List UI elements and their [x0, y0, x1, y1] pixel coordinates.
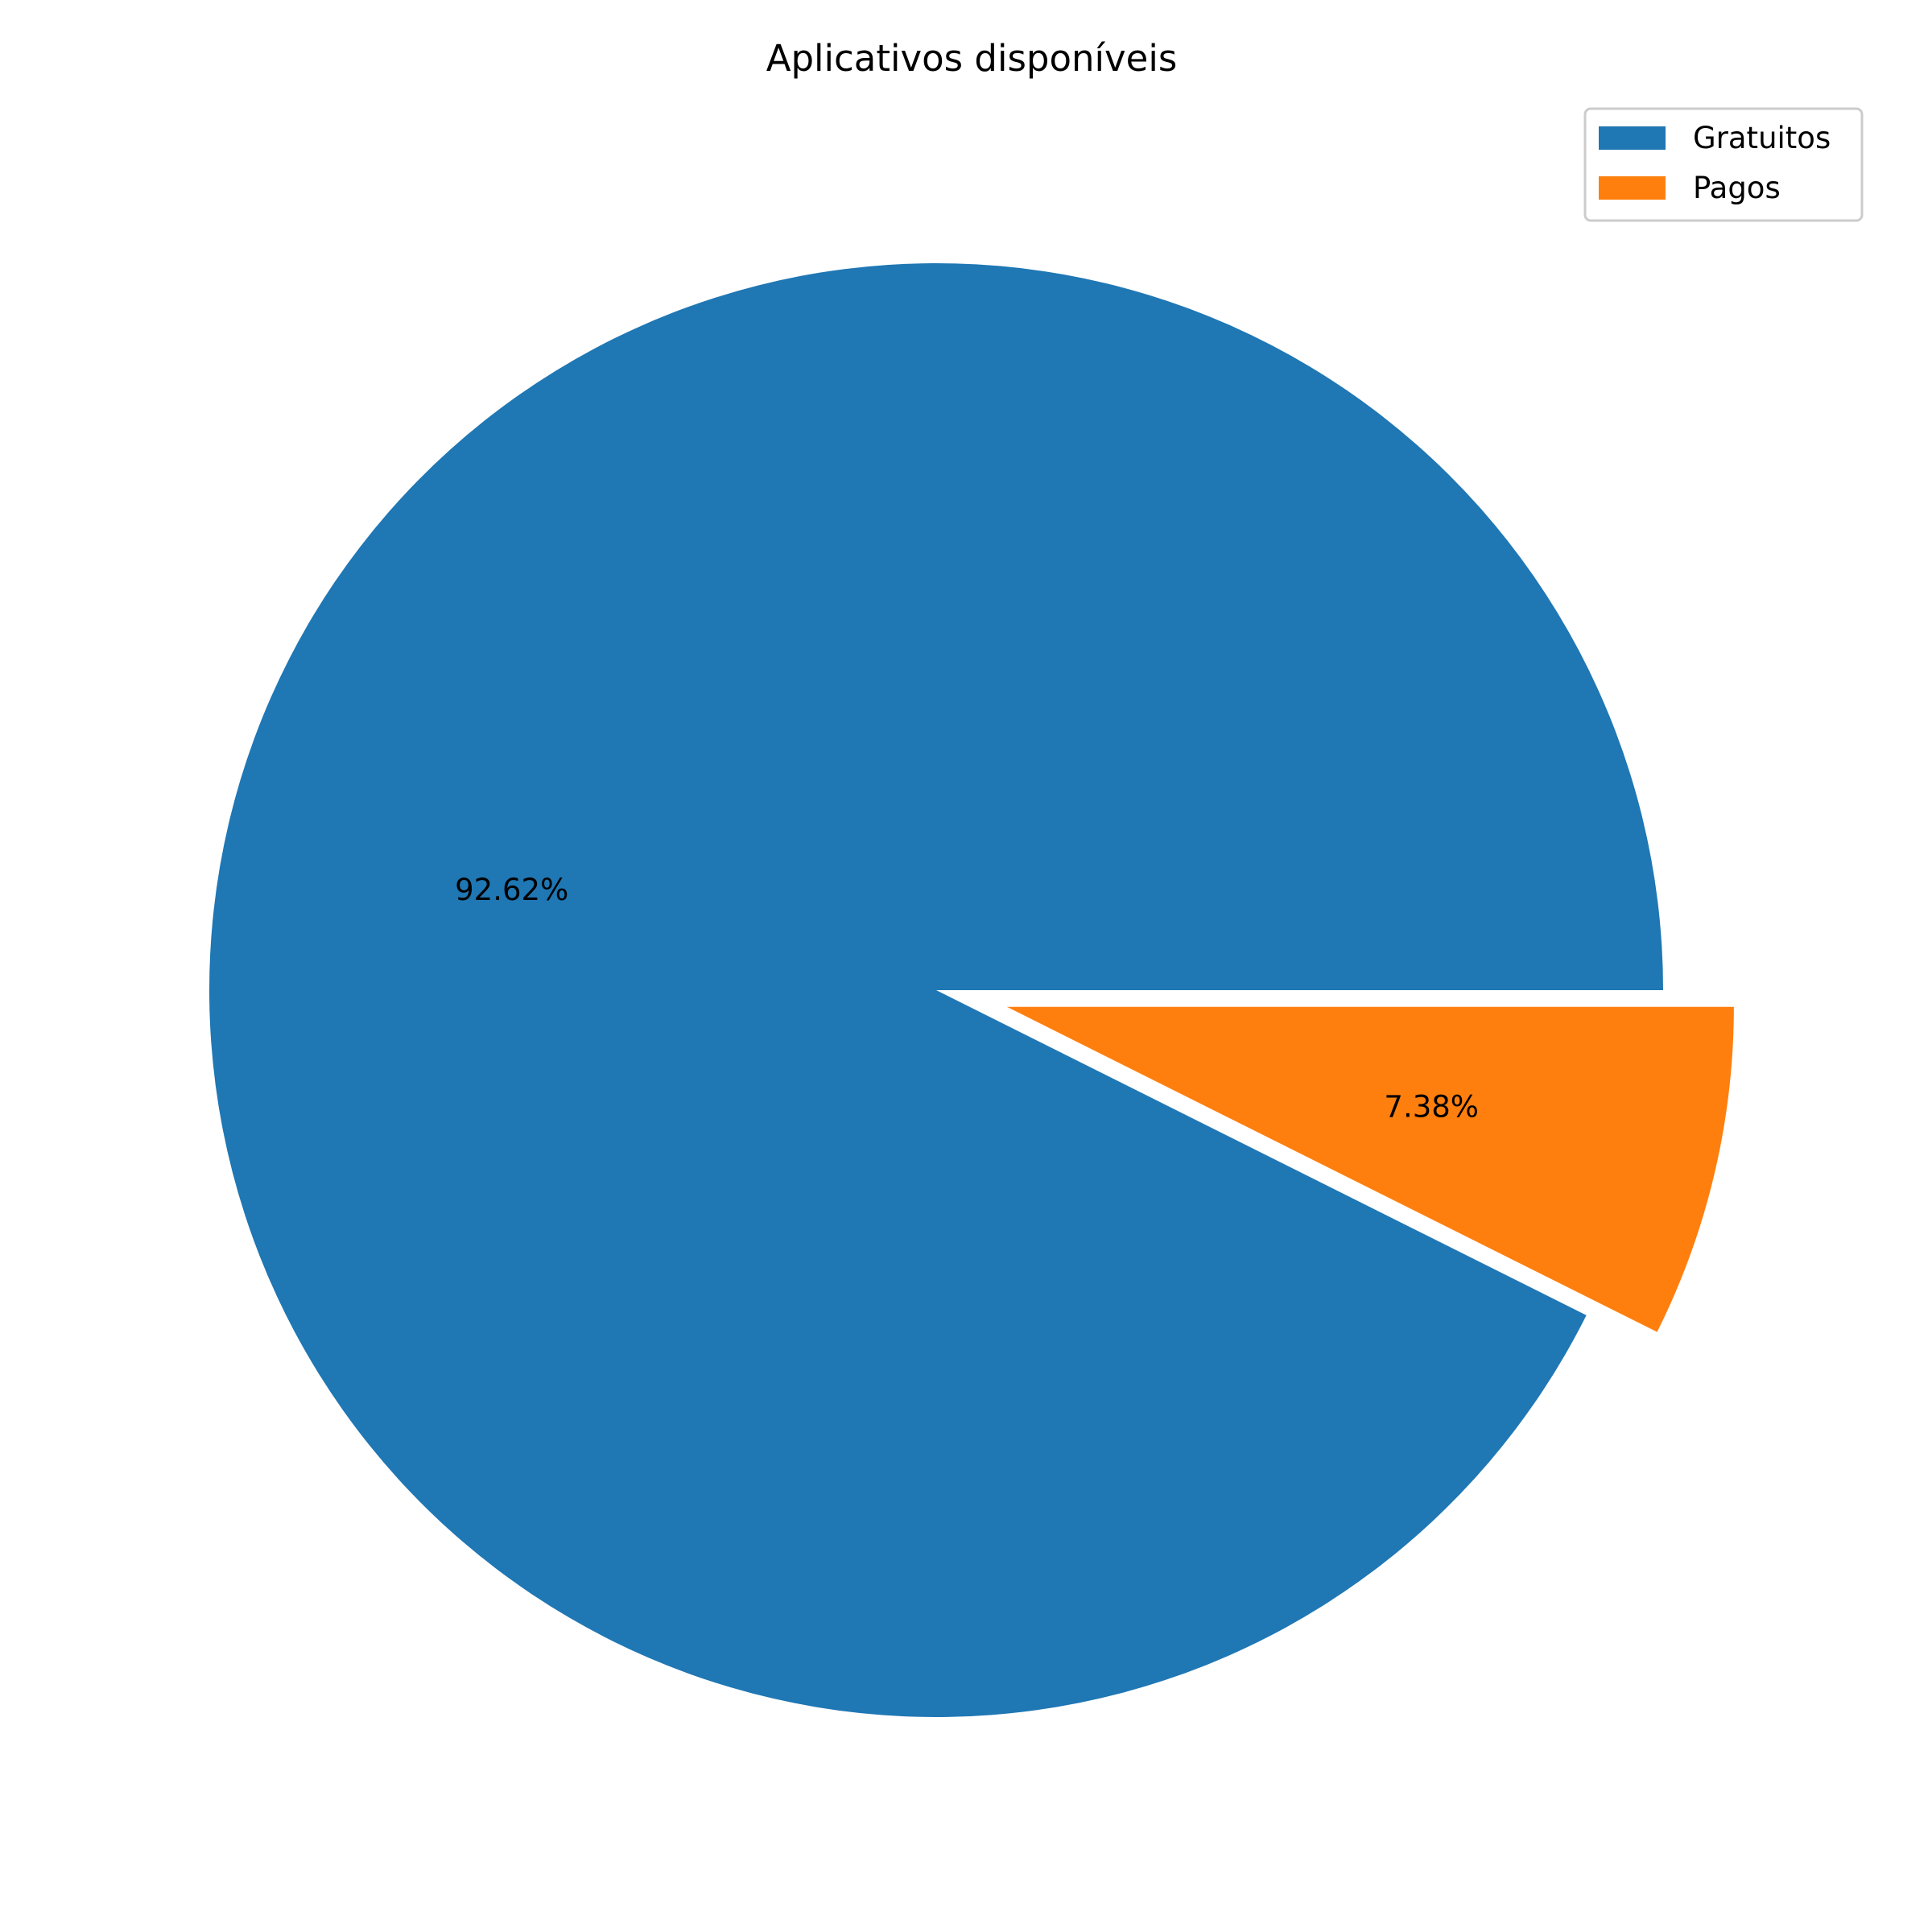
pie-slice-gratuitos: [209, 263, 1663, 1718]
legend-swatch-gratuitos: [1599, 126, 1666, 150]
legend-swatch-pagos: [1599, 176, 1666, 200]
slice-value-label-gratuitos: 92.62%: [455, 873, 568, 907]
pie-slice-labels: 92.62% 7.38%: [455, 873, 1479, 1125]
slice-value-label-pagos: 7.38%: [1384, 1090, 1479, 1125]
pie-slice-pagos: [1006, 1006, 1734, 1332]
pie-slices: [209, 263, 1734, 1718]
legend: Gratuitos Pagos: [1583, 107, 1864, 222]
legend-label-gratuitos: Gratuitos: [1693, 121, 1831, 155]
chart-title: Aplicativos disponíveis: [766, 37, 1178, 80]
legend-label-pagos: Pagos: [1693, 171, 1781, 205]
